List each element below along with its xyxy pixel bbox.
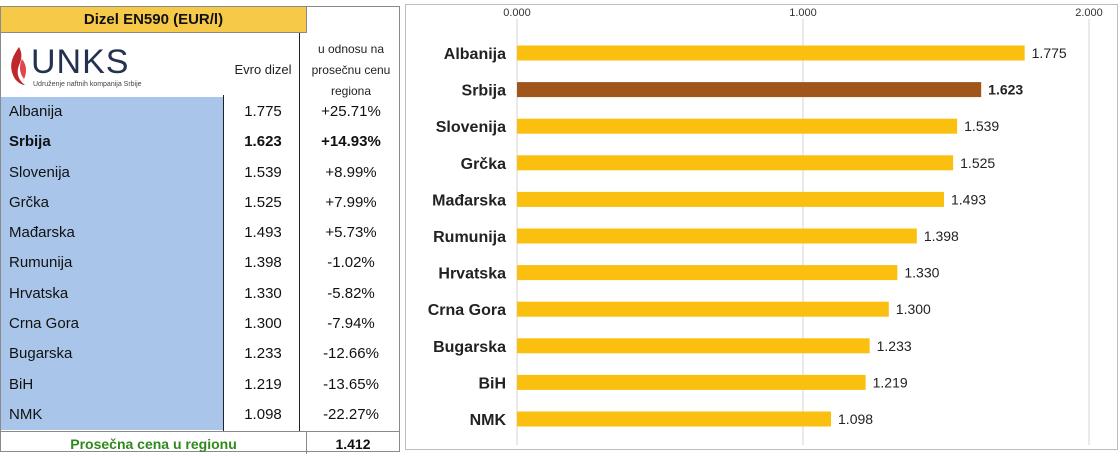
row-percent: +14.93% (321, 133, 381, 151)
logo-subtitle: Udruženje naftnih kompanija Srbije (33, 81, 142, 88)
value-label: 1.098 (838, 411, 873, 427)
category-label: Srbija (462, 83, 507, 100)
row-country: Slovenija (1, 157, 223, 188)
row-country: Albanija (1, 97, 223, 128)
table-row: Slovenija 1.539 +8.99% (1, 157, 399, 188)
row-percent: +8.99% (325, 163, 377, 181)
row-price: 1.098 (244, 405, 282, 423)
logo-text: UNKS (31, 43, 130, 81)
row-country: NMK (1, 399, 223, 431)
unks-logo: UNKS Udruženje naftnih kompanija Srbije (5, 41, 225, 93)
row-price: 1.330 (244, 284, 282, 302)
row-price: 1.398 (244, 254, 282, 272)
value-label: 1.525 (960, 155, 995, 171)
average-row: Prosečna cena u regionu 1.412 (1, 431, 399, 454)
table-row: Albanija 1.775 +25.71% (1, 97, 399, 128)
bar (517, 301, 889, 317)
header-percent-line-2: prosečnu cenu (311, 63, 391, 77)
category-label: Rumunija (433, 229, 506, 246)
table-rows: Albanija 1.775 +25.71% Srbija 1.623 +14.93% Sl… (1, 97, 399, 431)
category-label: Bugarska (433, 339, 506, 356)
category-label: Albanija (444, 46, 506, 63)
x-tick-label: 0.000 (503, 7, 531, 19)
category-label: Grčka (461, 156, 506, 173)
row-price: 1.300 (244, 315, 282, 333)
header-euro-diesel: Evro dizel (234, 62, 292, 77)
row-price: 1.233 (244, 345, 282, 363)
row-percent: -13.65% (323, 375, 379, 393)
row-percent: -22.27% (323, 405, 379, 423)
value-label: 1.775 (1032, 45, 1067, 61)
bar (517, 265, 898, 281)
value-label: 1.493 (951, 191, 986, 207)
x-tick-label: 1.000 (789, 7, 817, 19)
value-label: 1.233 (877, 338, 912, 354)
table-row: Bugarska 1.233 -12.66% (1, 339, 399, 370)
row-price: 1.539 (244, 163, 282, 181)
value-label: 1.219 (873, 374, 908, 390)
value-label: 1.539 (964, 118, 999, 134)
category-label: Hrvatska (438, 266, 506, 283)
row-country: BiH (1, 369, 223, 400)
row-country: Crna Gora (1, 309, 223, 340)
table-row: Srbija 1.623 +14.93% (1, 127, 399, 158)
row-country: Mađarska (1, 218, 223, 249)
value-label: 1.330 (904, 265, 939, 281)
row-percent: +5.73% (325, 224, 377, 242)
bar (517, 228, 917, 244)
price-table: Dizel EN590 (EUR/l) UNKS Udruženje naftn… (0, 6, 400, 454)
table-row: Mađarska 1.493 +5.73% (1, 218, 399, 249)
column-divider (299, 33, 300, 431)
table-row: NMK 1.098 -22.27% (1, 399, 399, 431)
bar (517, 155, 954, 171)
column-divider (223, 95, 224, 431)
row-price: 1.525 (244, 193, 282, 211)
header-percent-line-1: u odnosu na (317, 42, 385, 56)
row-price: 1.623 (244, 133, 282, 151)
header-percent: u odnosu na prosečnu cenu regiona (303, 39, 399, 102)
category-label: NMK (470, 412, 507, 429)
table-row: Rumunija 1.398 -1.02% (1, 248, 399, 279)
row-percent: +25.71% (321, 103, 381, 120)
row-country: Bugarska (1, 339, 223, 370)
table-row: BiH 1.219 -13.65% (1, 369, 399, 400)
table-row: Hrvatska 1.330 -5.82% (1, 278, 399, 310)
bar (517, 45, 1025, 61)
bar (517, 191, 944, 207)
category-label: Mađarska (432, 192, 506, 209)
row-country: Srbija (1, 127, 223, 158)
value-label: 1.623 (988, 82, 1023, 98)
row-percent: -5.82% (327, 284, 375, 302)
bar-chart: 0.000 1.000 2.000 Albanija 1.775 Srbija 1.623 S… (405, 4, 1118, 450)
table-row: Grčka 1.525 +7.99% (1, 187, 399, 219)
flame-icon (11, 47, 27, 85)
average-label: Prosečna cena u regionu (1, 432, 307, 454)
header-percent-line-3: regiona (330, 84, 372, 98)
row-percent: -12.66% (323, 345, 379, 363)
bar (517, 411, 832, 427)
row-percent: -1.02% (327, 254, 375, 272)
bar (517, 118, 958, 134)
row-price: 1.493 (244, 224, 282, 242)
row-price: 1.219 (244, 375, 282, 393)
x-tick-label: 2.000 (1075, 7, 1103, 19)
category-label: Crna Gora (428, 302, 506, 319)
row-country: Hrvatska (1, 278, 223, 310)
average-value: 1.412 (335, 436, 371, 452)
row-country: Rumunija (1, 248, 223, 279)
row-percent: -7.94% (327, 315, 375, 333)
row-country: Grčka (1, 187, 223, 219)
category-label: Slovenija (436, 119, 506, 136)
value-label: 1.398 (924, 228, 959, 244)
value-label: 1.300 (896, 301, 931, 317)
table-row: Crna Gora 1.300 -7.94% (1, 309, 399, 340)
row-price: 1.775 (244, 103, 282, 120)
bar (517, 338, 870, 354)
table-title: Dizel EN590 (EUR/l) (1, 7, 307, 33)
row-percent: +7.99% (325, 193, 377, 211)
category-label: BiH (478, 375, 506, 392)
bar (517, 82, 982, 98)
bar-chart-svg: 0.000 1.000 2.000 Albanija 1.775 Srbija 1.623 S… (428, 7, 1103, 445)
bar (517, 374, 866, 390)
